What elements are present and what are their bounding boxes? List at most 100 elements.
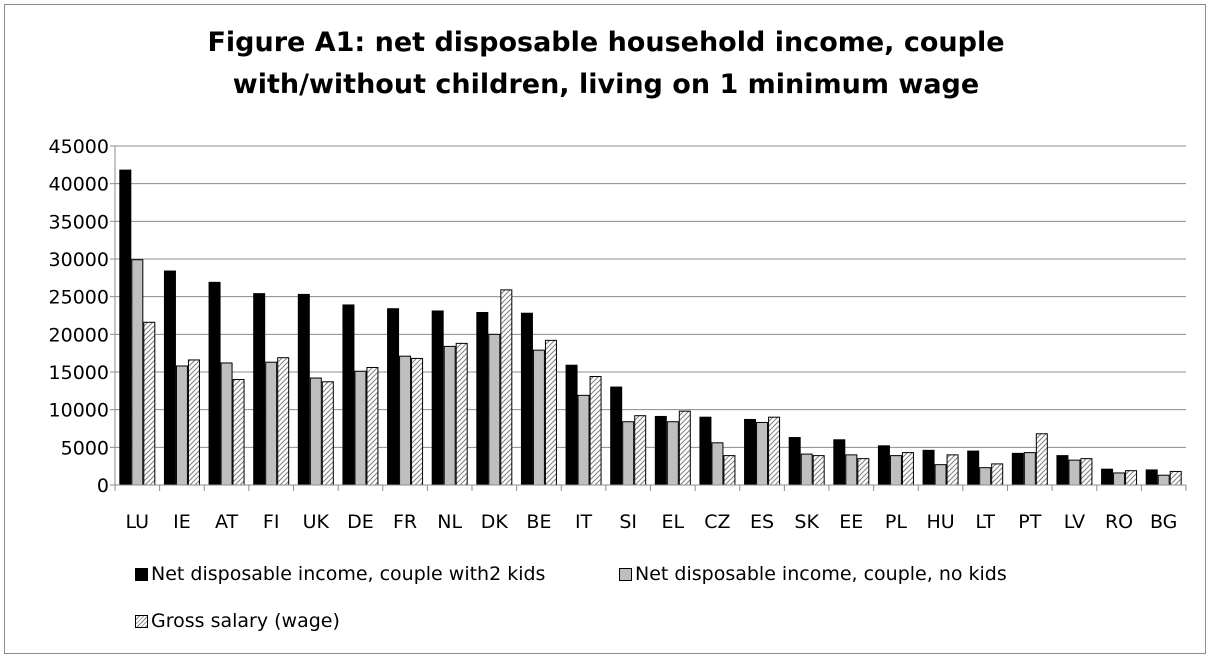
x-tick-label: FR [393, 511, 417, 533]
bar-series-2-CZ [711, 442, 724, 486]
bars [119, 169, 1182, 486]
bar-series-1-CZ [699, 416, 712, 486]
bar-series-2-DK [488, 333, 501, 486]
bar-series-2-LT [979, 467, 992, 486]
bar-series-2-EE [845, 454, 858, 486]
bar-series-1-IT [565, 364, 578, 486]
bar-series-2-LU [131, 259, 144, 486]
chart-title-line-2: with/without children, living on 1 minim… [232, 69, 980, 100]
bar-series-1-BG [1145, 469, 1158, 486]
x-axis-ticks: LU IE AT FI UK DE FR NL DK BE IT SI EL CZ ES SK EE PL HU LT… [114, 485, 1187, 533]
bar-series-3-PL [901, 452, 914, 486]
legend-item-series-3: Gross salary (wage) [135, 610, 340, 632]
x-tick-label: ES [750, 511, 774, 533]
bar-series-3-AT [232, 379, 245, 486]
bar-series-1-SK [788, 437, 801, 486]
bar-series-3-BE [544, 339, 557, 486]
y-tick-label: 35000 [49, 211, 109, 233]
y-tick-label: 20000 [49, 324, 109, 346]
bar-series-1-LT [967, 450, 980, 486]
bar-series-3-LU [143, 321, 156, 486]
x-tick-label: NL [437, 511, 462, 533]
bar-series-3-BG [1169, 470, 1182, 486]
chart-frame [4, 4, 1206, 654]
x-tick-label: PL [885, 511, 907, 533]
bar-series-1-BE [520, 312, 533, 486]
bar-series-2-AT [220, 362, 233, 486]
gridlines [115, 145, 1186, 448]
y-tick-label: 15000 [49, 362, 109, 384]
bar-series-3-NL [455, 342, 468, 486]
bar-series-3-SK [812, 455, 825, 486]
bar-series-2-LV [1068, 459, 1081, 486]
bar-series-3-CZ [723, 455, 736, 486]
x-tick-label: LV [1064, 511, 1086, 533]
y-tick-label: 5000 [61, 437, 109, 459]
x-tick-label: DK [481, 511, 509, 533]
bar-series-3-IE [187, 359, 200, 486]
bar-series-2-FR [399, 355, 412, 486]
bar-series-1-PT [1011, 452, 1024, 486]
bar-series-2-IT [577, 394, 590, 486]
x-tick-label: IE [173, 511, 191, 533]
x-tick-label: CZ [704, 511, 730, 533]
bar-series-2-PL [889, 455, 902, 486]
x-tick-label: AT [215, 511, 239, 533]
chart-title: Figure A1: net disposable household inco… [0, 22, 1212, 106]
legend-swatch-series-1 [135, 567, 148, 581]
bar-series-3-DE [366, 366, 379, 486]
bar-series-2-UK [309, 377, 322, 486]
bar-series-1-NL [431, 310, 444, 486]
bar-series-1-DK [476, 311, 489, 486]
bar-series-3-LT [991, 463, 1004, 486]
bar-series-1-ES [744, 418, 757, 486]
chart-title-line-1: Figure A1: net disposable household inco… [207, 27, 1005, 58]
x-tick-label: IT [575, 511, 593, 533]
y-tick-label: 45000 [49, 136, 109, 158]
bar-series-1-RO [1101, 468, 1114, 486]
x-tick-label: BG [1150, 511, 1177, 533]
legend-label-series-3: Gross salary (wage) [151, 610, 340, 632]
bar-series-3-IT [589, 376, 602, 486]
bar-series-2-DE [354, 370, 367, 486]
bar-series-1-FR [387, 308, 400, 486]
x-tick-label: BE [526, 511, 551, 533]
bar-series-2-PT [1023, 452, 1036, 486]
x-tick-label: DE [347, 511, 374, 533]
bar-series-3-PT [1035, 433, 1048, 486]
x-tick-label: LU [126, 511, 150, 533]
bar-series-3-HU [946, 454, 959, 486]
bar-series-1-PL [877, 445, 890, 486]
y-tick-label: 25000 [49, 287, 109, 309]
bar-series-3-UK [321, 381, 334, 486]
x-tick-label: HU [926, 511, 954, 533]
y-axis-ticks: 0 5000 10000 15000 20000 25000 30000 35000 40000… [49, 136, 109, 497]
bar-series-2-BE [532, 349, 545, 486]
bar-series-1-IE [163, 270, 176, 486]
x-tick-label: EE [839, 511, 863, 533]
bar-series-3-ES [768, 416, 781, 486]
bar-series-3-SI [634, 415, 647, 486]
x-tick-label: UK [303, 511, 330, 533]
bar-series-1-UK [297, 293, 310, 486]
y-tick-label: 40000 [49, 174, 109, 196]
bar-series-2-RO [1113, 472, 1126, 486]
x-tick-label: RO [1105, 511, 1133, 533]
x-tick-label: EL [662, 511, 685, 533]
bar-series-2-EL [666, 421, 679, 486]
x-tick-label: SI [619, 511, 637, 533]
x-tick-label: PT [1018, 511, 1041, 533]
bar-series-3-LV [1080, 458, 1093, 486]
y-tick-label: 0 [97, 475, 109, 497]
bar-series-3-FR [411, 357, 424, 486]
bar-series-2-SK [800, 453, 813, 486]
bar-series-3-EL [678, 410, 691, 486]
bar-series-1-EL [654, 415, 667, 486]
bar-series-2-FI [265, 361, 278, 486]
x-tick-label: SK [794, 511, 819, 533]
bar-series-3-RO [1125, 470, 1138, 486]
bar-series-2-IE [175, 365, 188, 486]
bar-series-2-BG [1157, 474, 1170, 486]
bar-series-2-SI [622, 421, 635, 486]
